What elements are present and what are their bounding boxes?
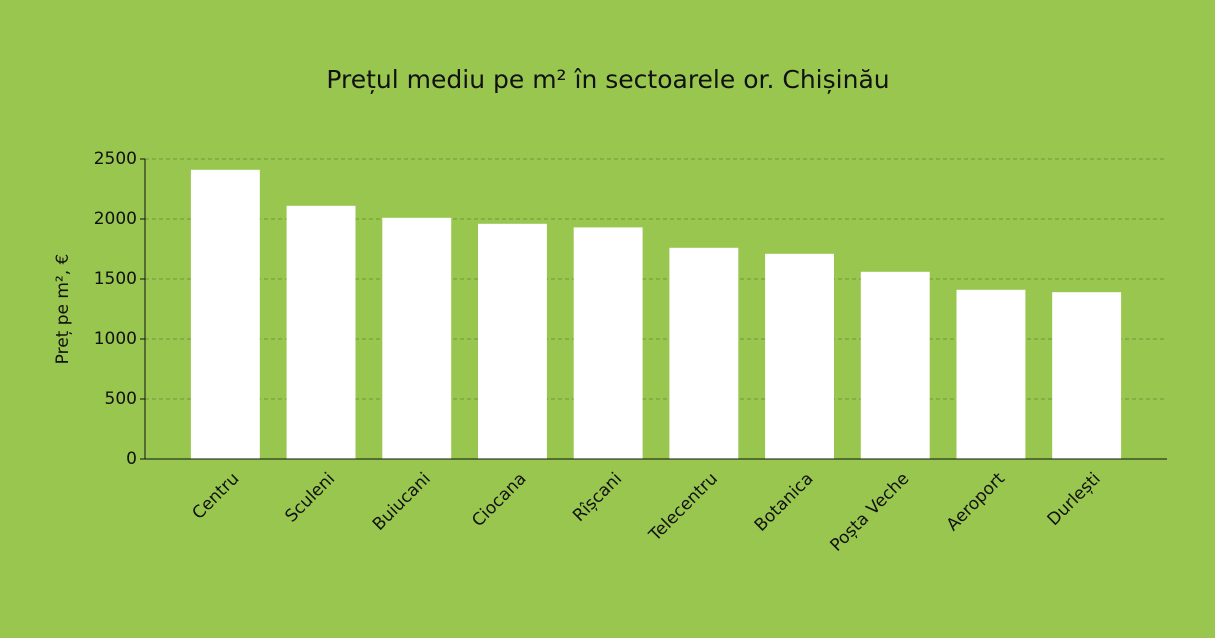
bar bbox=[765, 253, 835, 459]
y-tick-label: 0 bbox=[126, 449, 137, 469]
bar bbox=[860, 271, 930, 459]
bar bbox=[286, 205, 356, 459]
bar bbox=[382, 217, 452, 459]
bar bbox=[1052, 292, 1122, 459]
y-tick-label: 1000 bbox=[94, 329, 137, 349]
y-tick-label: 1500 bbox=[94, 269, 137, 289]
y-axis-label: Preț pe m², € bbox=[53, 254, 73, 365]
y-tick-label: 2000 bbox=[94, 209, 137, 229]
bar bbox=[477, 223, 547, 459]
chart-title: Prețul mediu pe m² în sectoarele or. Chi… bbox=[326, 65, 889, 94]
y-tick-label: 500 bbox=[105, 389, 137, 409]
bar bbox=[190, 169, 260, 460]
bar bbox=[956, 289, 1026, 459]
y-tick-label: 2500 bbox=[94, 149, 137, 169]
bar bbox=[669, 247, 739, 459]
bar bbox=[573, 227, 643, 459]
